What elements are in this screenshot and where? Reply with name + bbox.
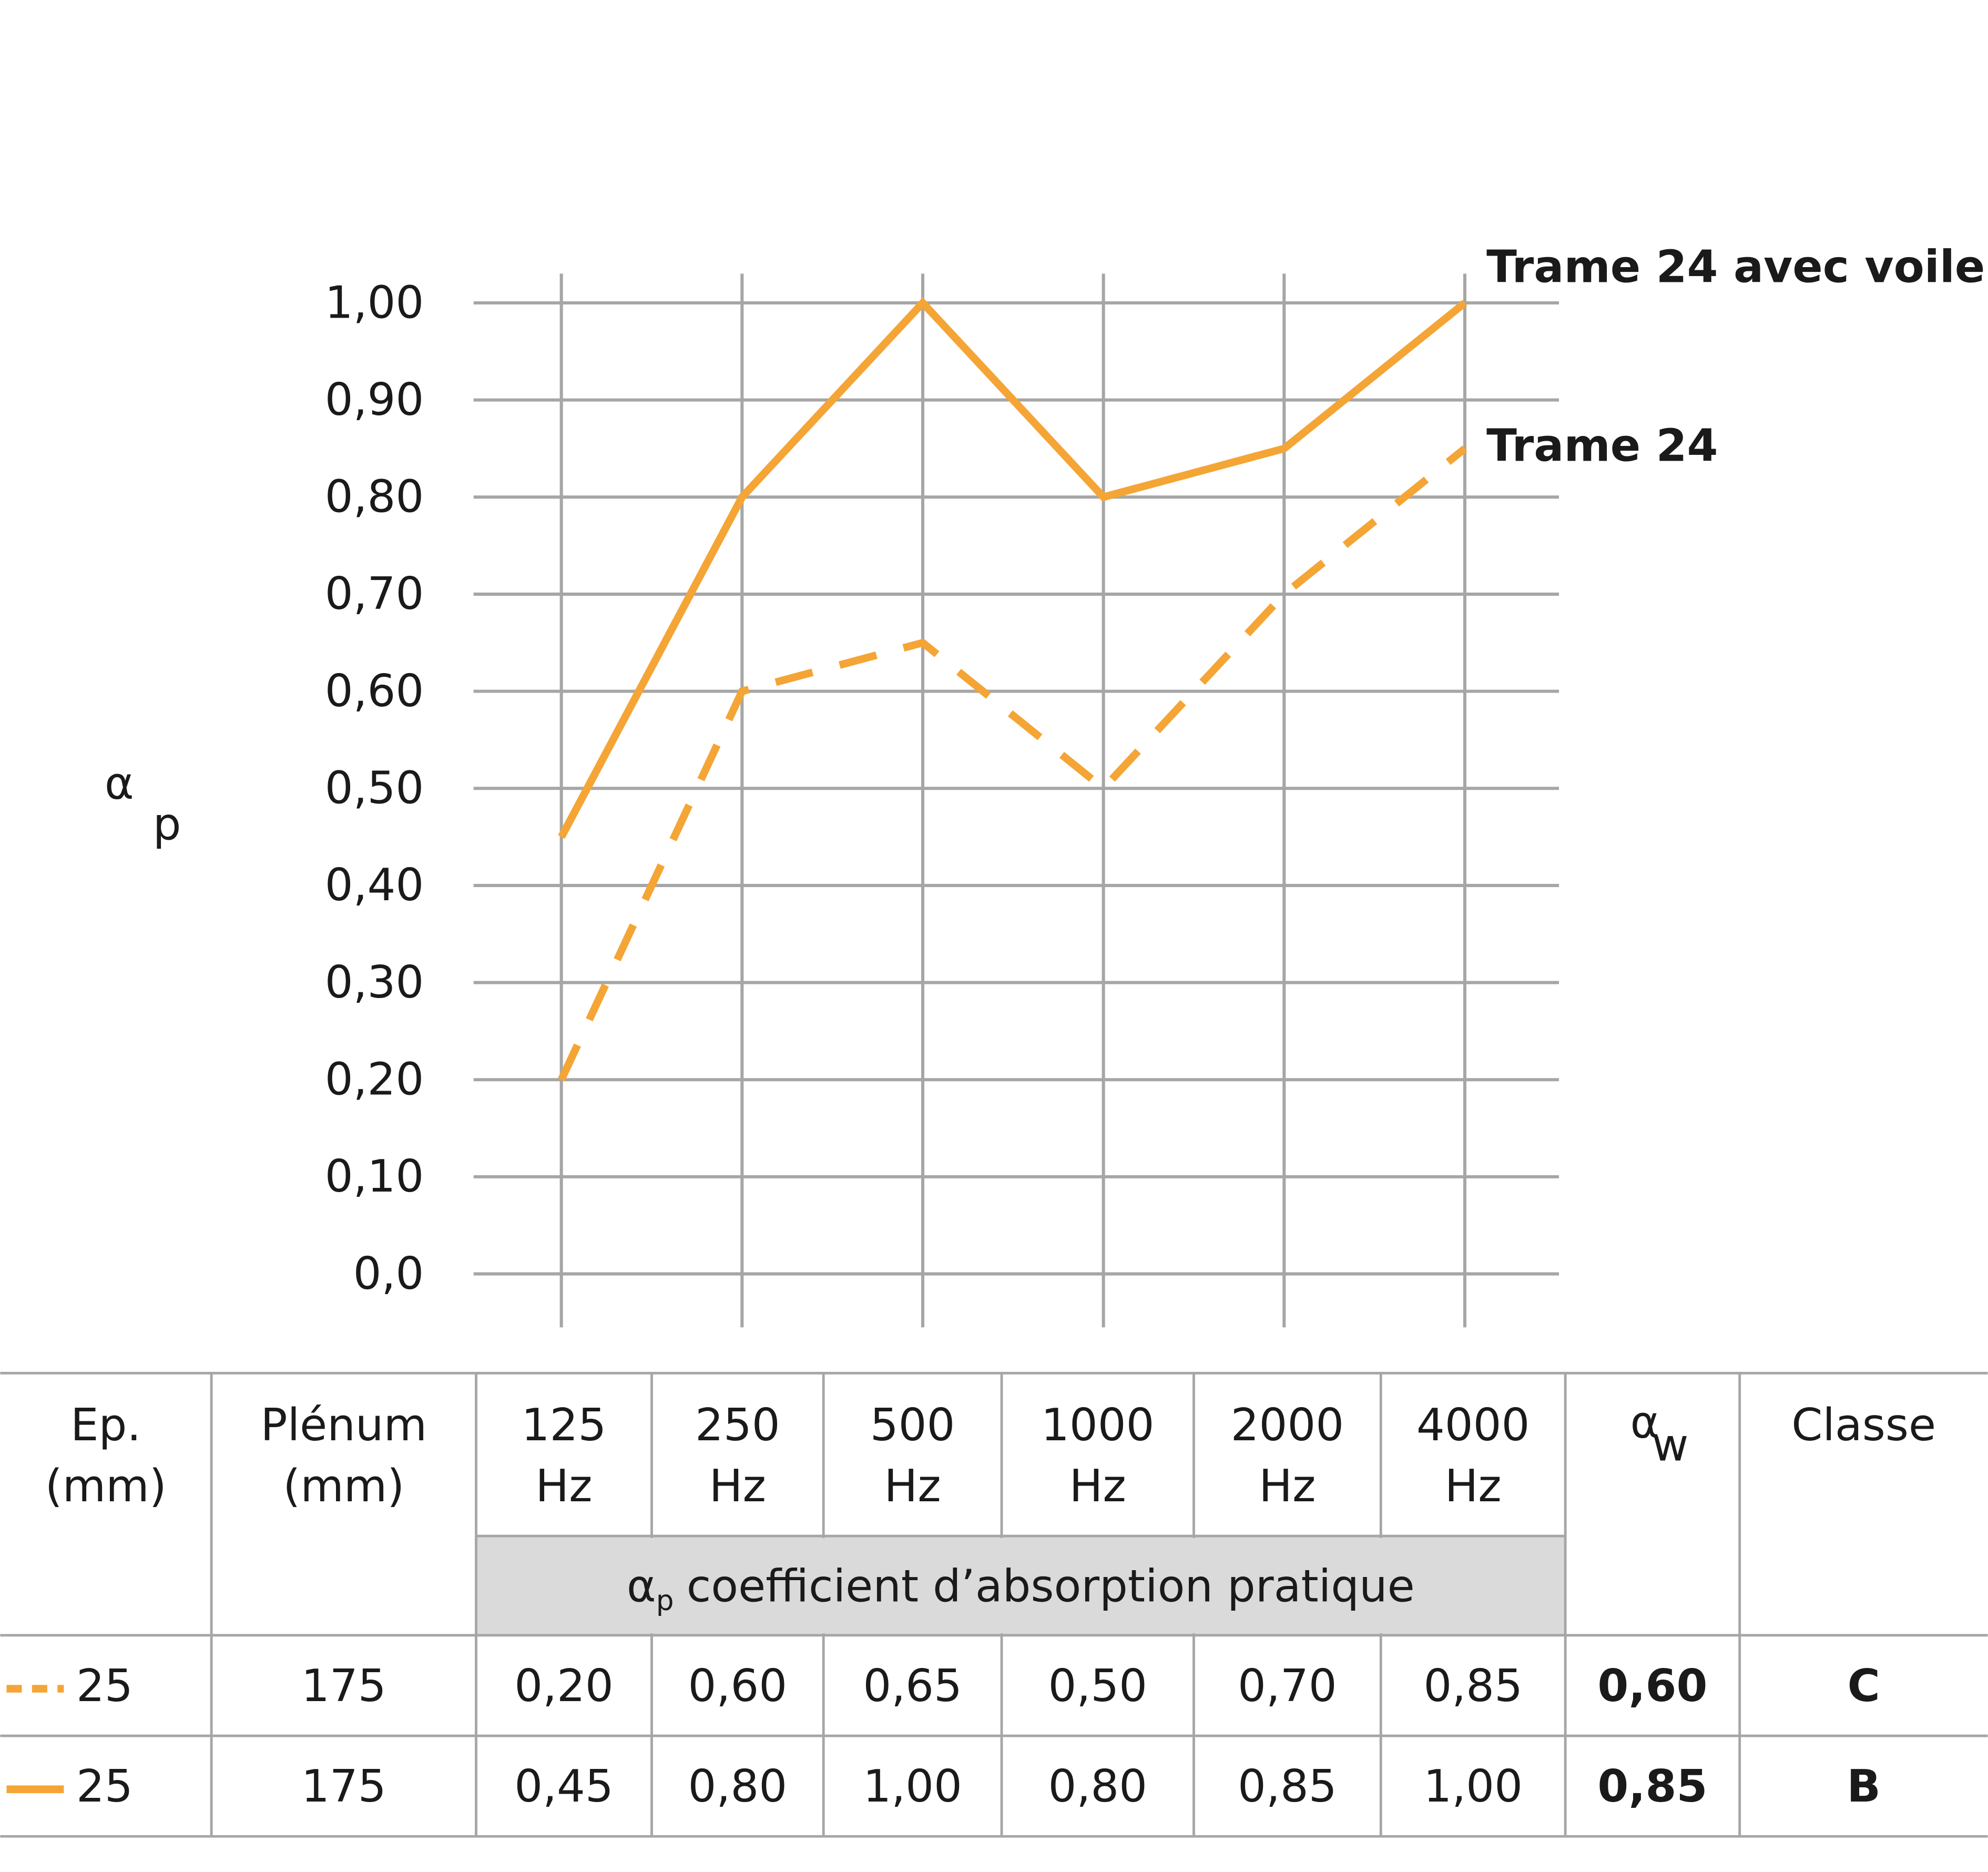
- table-cell: 0,60: [688, 1660, 788, 1712]
- header-cell: 4000: [1416, 1399, 1530, 1451]
- subheader: αp coefficient d’absorption pratique: [627, 1560, 1415, 1616]
- table-cell: 0,45: [514, 1760, 614, 1812]
- subheader-symbol: α: [627, 1560, 656, 1612]
- table-cell: 1,00: [863, 1760, 962, 1812]
- table-cell: 0,70: [1238, 1660, 1337, 1712]
- y-axis-label: α: [105, 757, 134, 809]
- series-line: [558, 297, 1467, 839]
- table-cell: 0,20: [514, 1660, 614, 1712]
- header-cell: 1000: [1041, 1399, 1155, 1451]
- series-line: [558, 445, 1467, 1082]
- table-cell: C: [1848, 1660, 1880, 1712]
- table-cell: 0,65: [863, 1660, 962, 1712]
- y-tick-label: 1,00: [325, 276, 424, 328]
- table-cell: 25: [76, 1660, 133, 1712]
- subheader-sub: p: [656, 1584, 674, 1617]
- table-cell: 0,80: [1048, 1760, 1147, 1812]
- header-cell: Ep.: [70, 1399, 141, 1451]
- header-cell: Hz: [1445, 1460, 1502, 1512]
- subheader-band-cover: [478, 1538, 1563, 1634]
- table-cell: 0,50: [1048, 1660, 1147, 1712]
- header-cell: Hz: [535, 1460, 592, 1512]
- header-cell: Hz: [709, 1460, 766, 1512]
- series-label: Trame 24 avec voile: [1486, 240, 1985, 292]
- table-cell: 0,85: [1238, 1760, 1337, 1812]
- table-cell: B: [1847, 1760, 1881, 1812]
- table-cell: 1,00: [1423, 1760, 1523, 1812]
- subheader-text: coefficient d’absorption pratique: [687, 1560, 1415, 1612]
- header-cell: 250: [695, 1399, 780, 1451]
- y-tick-label: 0,60: [325, 665, 424, 717]
- header-cell: Classe: [1791, 1399, 1936, 1451]
- y-tick-label: 0,0: [353, 1247, 424, 1299]
- header-cell: Hz: [884, 1460, 941, 1512]
- table-cell: 0,80: [688, 1760, 788, 1812]
- header-cell: 500: [870, 1399, 955, 1451]
- header-sub: w: [1652, 1419, 1688, 1471]
- header-cell: (mm): [45, 1460, 167, 1512]
- y-tick-label: 0,40: [325, 859, 424, 911]
- y-tick-label: 0,80: [325, 471, 424, 523]
- header-cell: Hz: [1069, 1460, 1126, 1512]
- y-tick-label: 0,70: [325, 567, 424, 619]
- header-cell: 2000: [1231, 1399, 1344, 1451]
- y-tick-label: 0,90: [325, 373, 424, 425]
- table-cell: 0,85: [1597, 1760, 1707, 1812]
- table-cell: 0,85: [1423, 1660, 1523, 1712]
- y-tick-label: 0,10: [325, 1150, 424, 1202]
- table-cell: 175: [301, 1760, 386, 1812]
- table-cell: 25: [76, 1760, 133, 1812]
- header-cell: 125: [522, 1399, 607, 1451]
- header-cell: Hz: [1259, 1460, 1316, 1512]
- header-symbol: α: [1630, 1396, 1659, 1448]
- header-cell: Plénum: [261, 1399, 427, 1451]
- series-label: Trame 24: [1486, 419, 1718, 471]
- table-cell: 0,60: [1597, 1660, 1707, 1712]
- y-tick-label: 0,20: [325, 1053, 424, 1105]
- header-cell: (mm): [283, 1460, 404, 1512]
- y-tick-label: 0,50: [325, 762, 424, 814]
- y-axis-label-sub: p: [153, 798, 181, 850]
- y-tick-label: 0,30: [325, 956, 424, 1008]
- table-cell: 175: [301, 1660, 386, 1712]
